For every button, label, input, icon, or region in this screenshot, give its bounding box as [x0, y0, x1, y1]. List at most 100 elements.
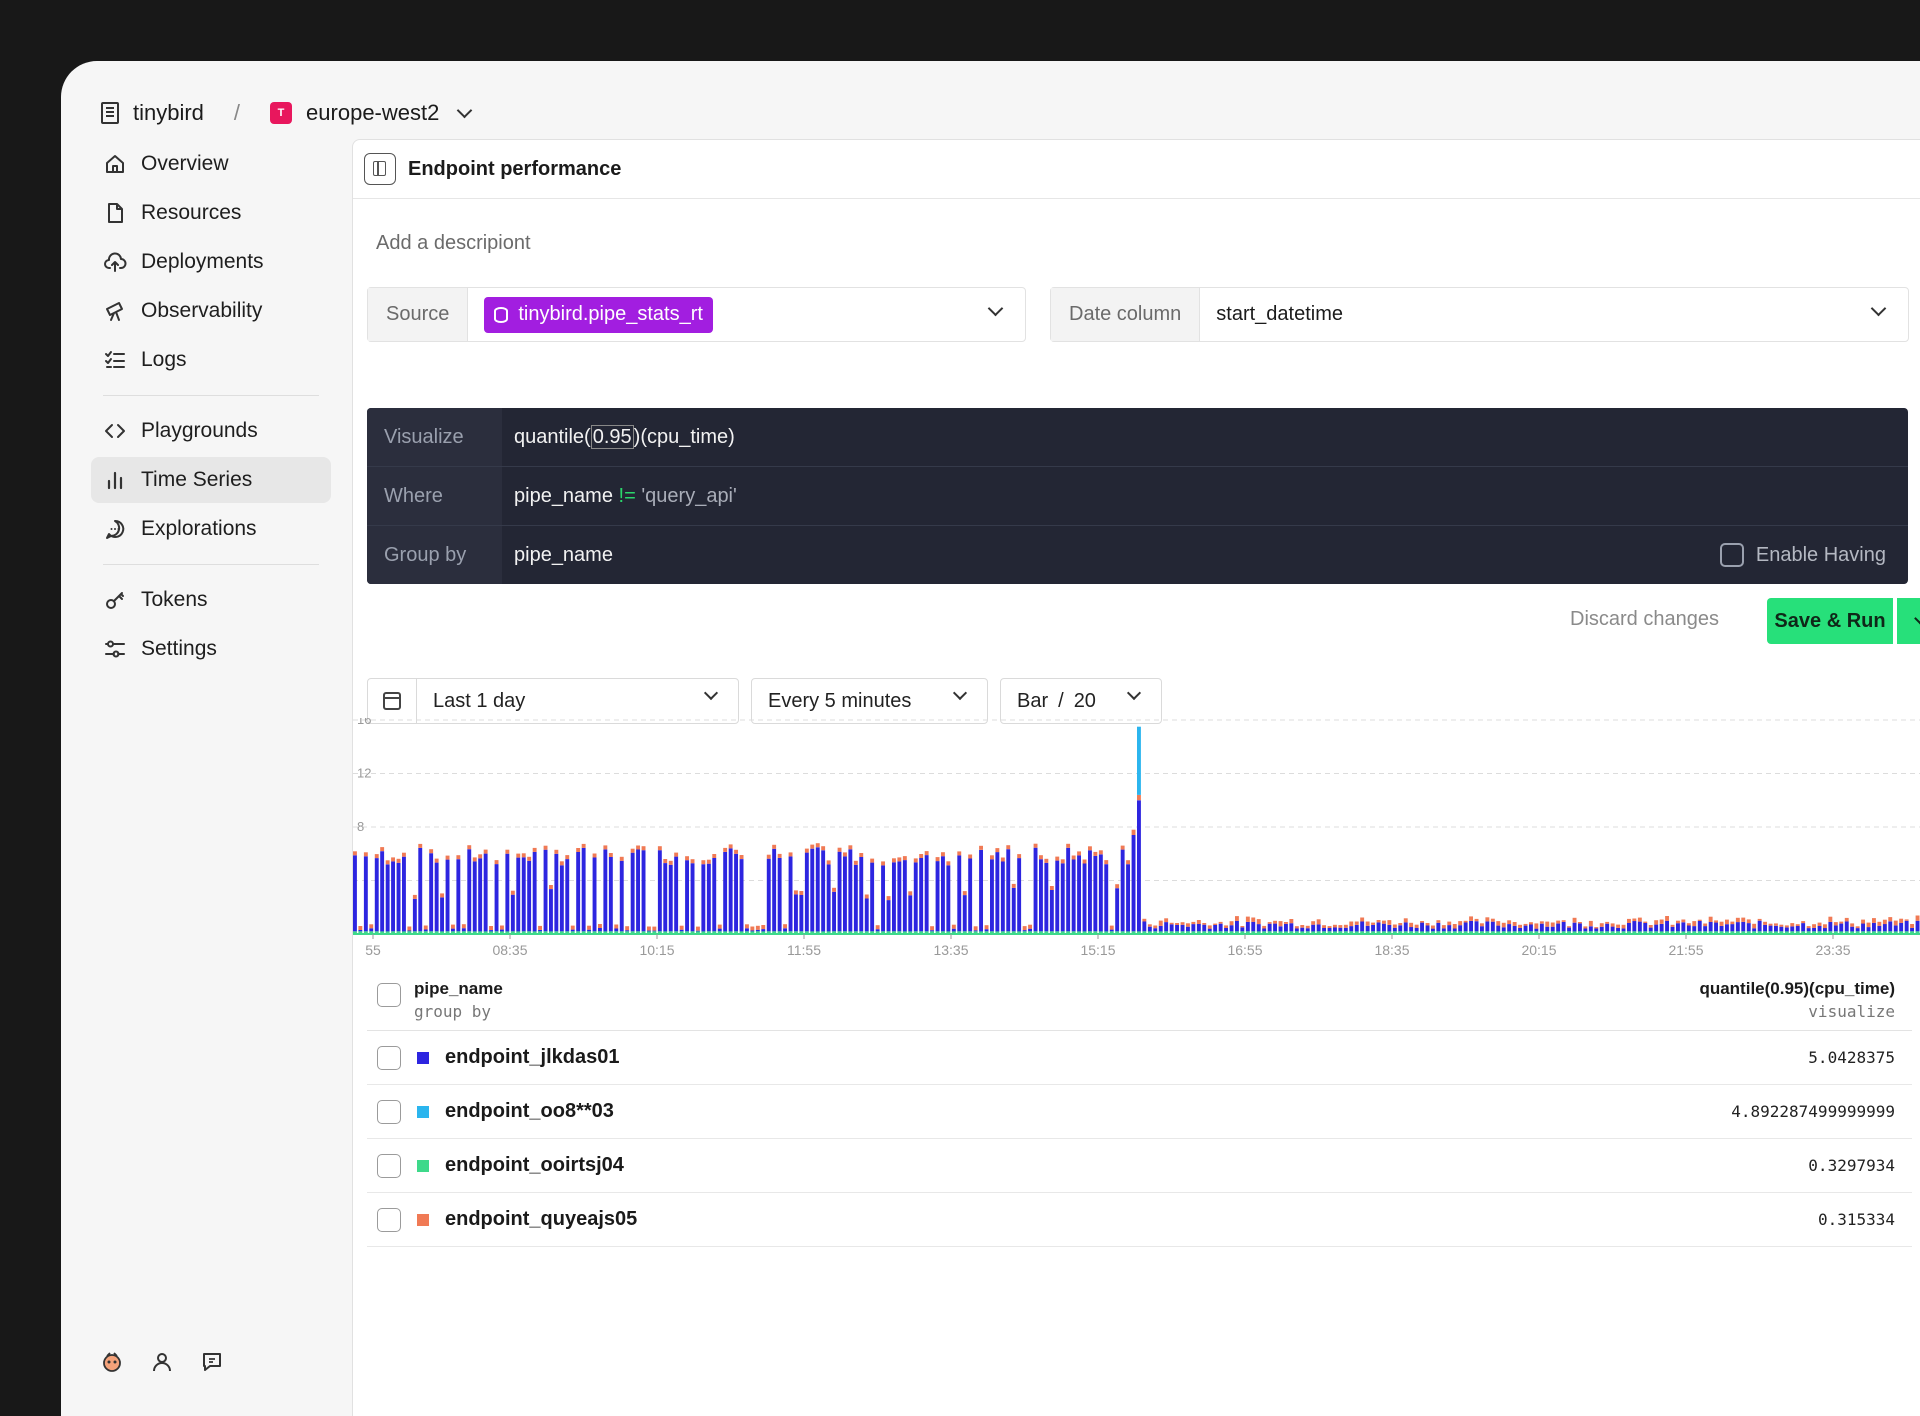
chart-bar-segment [630, 852, 635, 932]
user-icon[interactable] [151, 1351, 173, 1379]
sidebar-item-explorations[interactable]: Explorations [91, 506, 331, 552]
chart-bar-segment [826, 864, 831, 932]
workspace-name[interactable]: europe-west2 [306, 100, 440, 125]
chart-bar-segment [510, 890, 515, 895]
sidebar-item-overview[interactable]: Overview [91, 141, 331, 187]
sidebar-item-observability[interactable]: Observability [91, 288, 331, 334]
sidebar-toggle-icon[interactable] [364, 153, 396, 185]
table-row[interactable]: endpoint_ooirtsj04 0.3297934 [367, 1139, 1912, 1193]
chart-bar-segment [1877, 925, 1882, 932]
table-row[interactable]: endpoint_jlkdas01 5.0428375 [367, 1031, 1912, 1085]
feedback-icon[interactable] [201, 1351, 223, 1379]
chart-bar-segment [1882, 931, 1887, 934]
visualize-input[interactable]: quantile(0.95)(cpu_time) [502, 424, 735, 449]
workspace-switcher[interactable]: tinybird / T europe-west2 [101, 89, 473, 137]
row-checkbox[interactable] [377, 1207, 401, 1232]
chart-bar-segment [1518, 924, 1522, 928]
chevron-down-icon[interactable] [457, 102, 473, 119]
chart-bar-segment [614, 924, 619, 929]
chevron-down-icon[interactable] [987, 300, 1004, 317]
chart-bar-segment [1561, 920, 1566, 922]
col-value-title[interactable]: quantile(0.95)(cpu_time) [1699, 979, 1895, 998]
source-select[interactable]: Source tinybird.pipe_stats_rt [367, 287, 1026, 342]
select-all-checkbox[interactable] [377, 983, 401, 1007]
sidebar-item-resources[interactable]: Resources [91, 190, 331, 236]
chart-bar-segment [1697, 931, 1702, 934]
sidebar-item-settings[interactable]: Settings [91, 626, 331, 672]
mascot-icon[interactable] [101, 1351, 123, 1379]
source-pill[interactable]: tinybird.pipe_stats_rt [484, 296, 713, 333]
chart-bar-segment [1904, 931, 1909, 934]
chart-bar-segment [1458, 931, 1463, 934]
chart-bar-segment [1817, 926, 1822, 932]
table-row[interactable]: endpoint_quyeajs05 0.315334 [367, 1193, 1912, 1247]
date-range-select[interactable]: Last 1 day [367, 678, 739, 724]
chart-bar-segment [1643, 931, 1648, 934]
sidebar-item-deployments[interactable]: Deployments [91, 239, 331, 285]
chart-bar-segment [1147, 926, 1152, 932]
discard-changes-button[interactable]: Discard changes [1570, 608, 1719, 630]
date-column-select[interactable]: Date column start_datetime [1050, 287, 1909, 342]
where-input[interactable]: pipe_name != 'query_api' [502, 485, 737, 508]
time-series-chart[interactable]: 16 12 8 55 08:35 10:15 11:55 13:35 15:15 16:55 18:… [353, 718, 1920, 958]
sidebar-item-time-series[interactable]: Time Series [91, 457, 331, 503]
groupby-row[interactable]: Group by pipe_name Enable Having [367, 526, 1908, 584]
where-row[interactable]: Where pipe_name != 'query_api' [367, 467, 1908, 526]
calendar-button[interactable] [368, 679, 417, 723]
col-pipe-name-title[interactable]: pipe_name [414, 979, 503, 998]
series-color-swatch [417, 1051, 429, 1064]
chart-bar-segment [1501, 922, 1506, 928]
chart-bar-segment [1833, 922, 1838, 926]
chart-bar-segment [1616, 924, 1620, 928]
sidebar-item-tokens[interactable]: Tokens [91, 577, 331, 623]
sidebar-item-logs[interactable]: Logs [91, 337, 331, 383]
chart-bar-segment [821, 846, 826, 851]
visualize-func: quantile( [514, 425, 591, 448]
chart-bar-segment [1910, 927, 1914, 932]
org-name[interactable]: tinybird [133, 100, 204, 125]
chart-bar-segment [1049, 890, 1054, 932]
chevron-down-icon[interactable] [1870, 300, 1887, 317]
enable-having-checkbox[interactable] [1719, 543, 1744, 567]
chart-bar-segment [559, 861, 564, 866]
chart-bar-segment [1403, 922, 1408, 932]
chart-bar-segment [1071, 855, 1076, 860]
chart-bar-segment [826, 931, 831, 934]
chart-bar-segment [701, 931, 706, 934]
chart-bar-segment [1376, 931, 1381, 934]
chart-bar-segment [456, 931, 461, 934]
description-input[interactable]: Add a descripiont [376, 232, 531, 254]
chart-bar-segment [1240, 931, 1245, 934]
visualize-row[interactable]: Visualize quantile(0.95)(cpu_time) [367, 408, 1908, 467]
interval-select[interactable]: Every 5 minutes [751, 678, 988, 724]
groupby-input[interactable]: pipe_name [514, 543, 613, 566]
chart-bar-segment [369, 924, 374, 929]
chart-bar-segment [728, 844, 733, 849]
chart-bar-segment [951, 931, 956, 934]
chart-bar-segment [957, 851, 962, 856]
save-options-button[interactable] [1897, 598, 1920, 644]
chart-bar-segment [1518, 927, 1522, 932]
chart-bar-segment [674, 931, 679, 934]
chart-bar-segment [685, 860, 689, 932]
chart-bar-segment [908, 931, 913, 934]
chart-bar-segment [1469, 931, 1473, 934]
save-run-button[interactable]: Save & Run [1767, 598, 1893, 644]
table-row[interactable]: endpoint_oo8**03 4.892287499999999 [367, 1085, 1912, 1139]
chart-bar-segment [1175, 923, 1179, 925]
row-checkbox[interactable] [377, 1045, 401, 1070]
chart-bar-segment [1654, 924, 1659, 932]
chart-bar-segment [924, 855, 929, 932]
sidebar-item-playgrounds[interactable]: Playgrounds [91, 408, 331, 454]
chart-type-select[interactable]: Bar / 20 [1000, 678, 1162, 724]
row-checkbox[interactable] [377, 1153, 401, 1178]
chart-bar-segment [1665, 916, 1669, 921]
chart-bar-segment [1507, 920, 1512, 924]
row-checkbox[interactable] [377, 1099, 401, 1124]
enable-having-toggle[interactable]: Enable Having [1719, 543, 1886, 567]
chart-bar-segment [1812, 924, 1816, 928]
page-title[interactable]: Endpoint performance [408, 157, 622, 180]
chart-bar-segment [1823, 931, 1827, 934]
chart-bar-segment [946, 931, 951, 934]
chart-bar-segment [864, 898, 869, 932]
